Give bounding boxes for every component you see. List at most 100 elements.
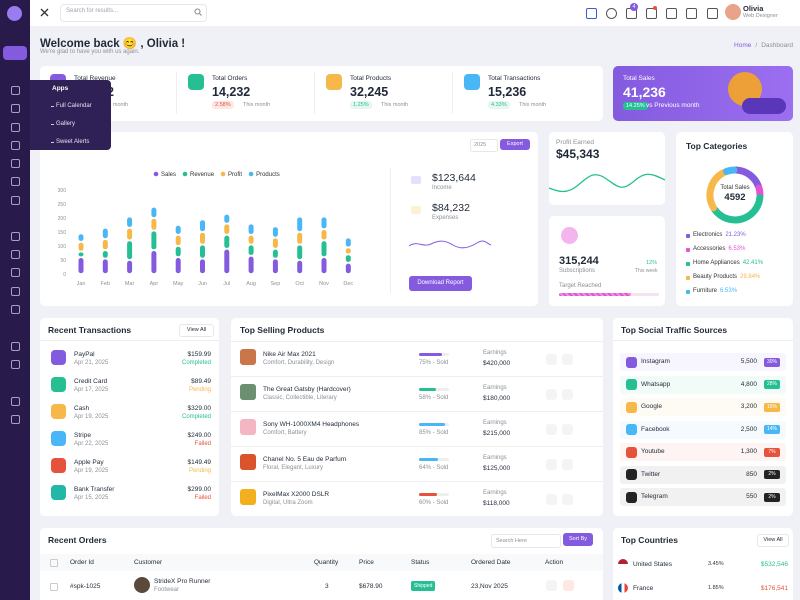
checkbox[interactable] [50,559,58,567]
year-select[interactable]: 2025 [470,139,498,152]
sold-label: 58% - Sold [419,395,449,401]
column-header: Status [411,559,430,566]
x-tick-label: Feb [101,281,110,287]
edit-button[interactable] [546,580,557,591]
card-divider [40,340,219,341]
header-icon[interactable] [646,8,657,19]
transaction-icon [51,404,66,419]
checkbox[interactable] [50,583,58,591]
transactions-card [40,318,219,516]
header-icon[interactable] [606,8,617,19]
bar-segment [78,234,84,241]
table-header [40,554,603,571]
delete-button[interactable] [562,424,573,435]
bar-segment [297,217,303,232]
flyout-item[interactable]: Sweet Alerts [56,139,90,145]
social-name: Twitter [641,470,661,478]
product-image [240,419,256,435]
donut-center-label: Total Sales [720,185,749,191]
country-flag [618,559,628,569]
close-icon[interactable] [40,8,49,17]
breadcrumb-link[interactable]: Home [734,42,752,49]
sold-bar [419,423,445,426]
welcome-subtitle: We're glad to have you with us again. [40,49,140,55]
stat-value: 15,236 [488,85,527,99]
bar-segment [78,258,84,274]
bar-segment [345,263,351,274]
bar-segment [272,259,278,274]
header-icon[interactable] [666,8,677,19]
sold-label: 64% - Sold [419,465,449,471]
order-price: $678.90 [359,583,383,590]
order-id: #spk-1025 [70,583,101,590]
delete-button[interactable] [562,354,573,365]
orders-search[interactable]: Search Here [491,534,561,548]
flyout-item[interactable]: Gallery [56,121,76,127]
stat-icon [188,74,204,90]
header-icon[interactable] [686,8,697,19]
search-box[interactable] [60,4,207,22]
social-name: Whatsapp [641,380,671,388]
country-flag [618,583,628,593]
transaction-icon [51,350,66,365]
delete-button[interactable] [562,494,573,505]
delete-button[interactable] [562,459,573,470]
social-card [613,318,793,516]
flyout-title: Apps [52,85,69,92]
order-status: Shipped [411,581,436,591]
breadcrumb-separator: / [755,42,758,49]
delete-button[interactable] [562,389,573,400]
subscription-icon [561,227,578,244]
legend-value: 6.53% [728,246,746,252]
nav-icon [11,159,20,168]
nav-icon [11,141,20,150]
bar-segment [102,239,108,250]
donut-segment [706,168,729,212]
income-icon [411,176,421,184]
header-icon[interactable] [707,8,718,19]
transaction-name: Stripe [74,432,91,439]
nav-active [3,46,27,60]
bar-segment [200,232,205,244]
legend-dot [153,171,159,177]
edit-button[interactable] [546,459,557,470]
legend-row: Furniture 6.53% [693,288,737,294]
edit-button[interactable] [546,389,557,400]
x-tick-label: Dec [343,281,353,287]
edit-button[interactable] [546,494,557,505]
view-all-button[interactable]: View All [179,324,214,337]
header-icon[interactable] [586,8,597,19]
column-header: Quantity [314,559,339,566]
product-image [240,349,256,365]
download-button[interactable]: Download Report [409,276,472,291]
product-tags: Comfort, Durability, Design [263,360,335,366]
row-divider [231,376,603,377]
social-row [620,398,786,416]
earnings-value: $180,000 [483,395,511,402]
legend-dot [686,234,690,238]
nav-icon [11,196,20,205]
breadcrumb: Home / Dashboard [680,42,793,49]
countries-card [613,528,793,600]
bar-segment [297,232,303,244]
stat-change: 4.33% [488,101,510,109]
social-percent: 14% [764,425,780,434]
subscriptions-label: Subscriptions [559,268,596,274]
flyout-item[interactable]: Full Calendar [56,103,92,109]
edit-button[interactable] [546,424,557,435]
export-button[interactable]: Export [500,139,530,150]
bar-segment [321,217,327,229]
target-label: Target Reached [559,283,602,289]
social-name: Instagram [641,358,670,365]
sort-button[interactable]: Sort By [563,533,593,546]
product-tags: Floral, Elegant, Luxury [263,465,324,471]
edit-button[interactable] [546,354,557,365]
view-all-button[interactable]: View All [757,534,789,547]
delete-button[interactable] [563,580,574,591]
product-name: Nike Air Max 2021 [263,351,316,358]
stat-period: This month [381,102,409,108]
social-row [620,488,786,506]
bar-segment [175,246,181,257]
flyout-menu [30,80,111,150]
